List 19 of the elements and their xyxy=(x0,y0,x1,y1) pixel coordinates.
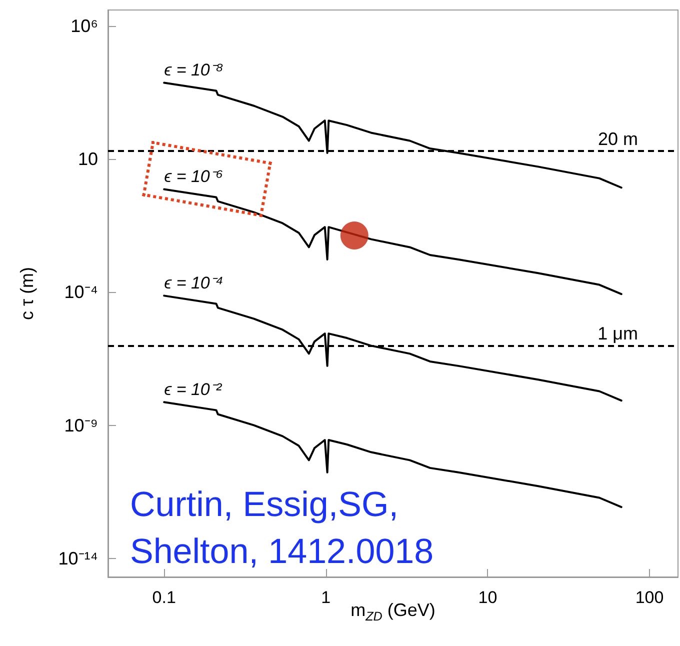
x-tick-label: 0.1 xyxy=(152,588,176,607)
series-label: ϵ = 10⁻⁶ xyxy=(164,167,223,186)
x-tick-label: 1 xyxy=(321,588,331,607)
annotation: Shelton, 1412.0018 xyxy=(130,532,434,571)
ref-line-label: 1 μm xyxy=(598,323,638,344)
y-tick-label: 10⁻⁹ xyxy=(64,415,98,436)
y-tick-label: 10 xyxy=(78,149,98,170)
y-tick-label: 10⁶ xyxy=(70,16,98,36)
y-axis-title: c τ (m) xyxy=(17,266,37,320)
y-tick-label: 10⁻⁴ xyxy=(64,282,98,302)
x-tick-label: 100 xyxy=(635,588,664,607)
x-tick-label: 10 xyxy=(478,588,498,607)
ref-line-label: 20 m xyxy=(598,129,638,150)
y-tick-label: 10⁻¹⁴ xyxy=(58,548,98,568)
series-label: ϵ = 10⁻⁸ xyxy=(164,60,224,80)
series-label: ϵ = 10⁻⁴ xyxy=(164,274,224,293)
x-axis-title: m$_{ZD}$ (GeV) xyxy=(350,600,436,624)
annotation: Curtin, Essig,SG, xyxy=(130,485,398,524)
series-label: ϵ = 10⁻² xyxy=(164,380,223,400)
